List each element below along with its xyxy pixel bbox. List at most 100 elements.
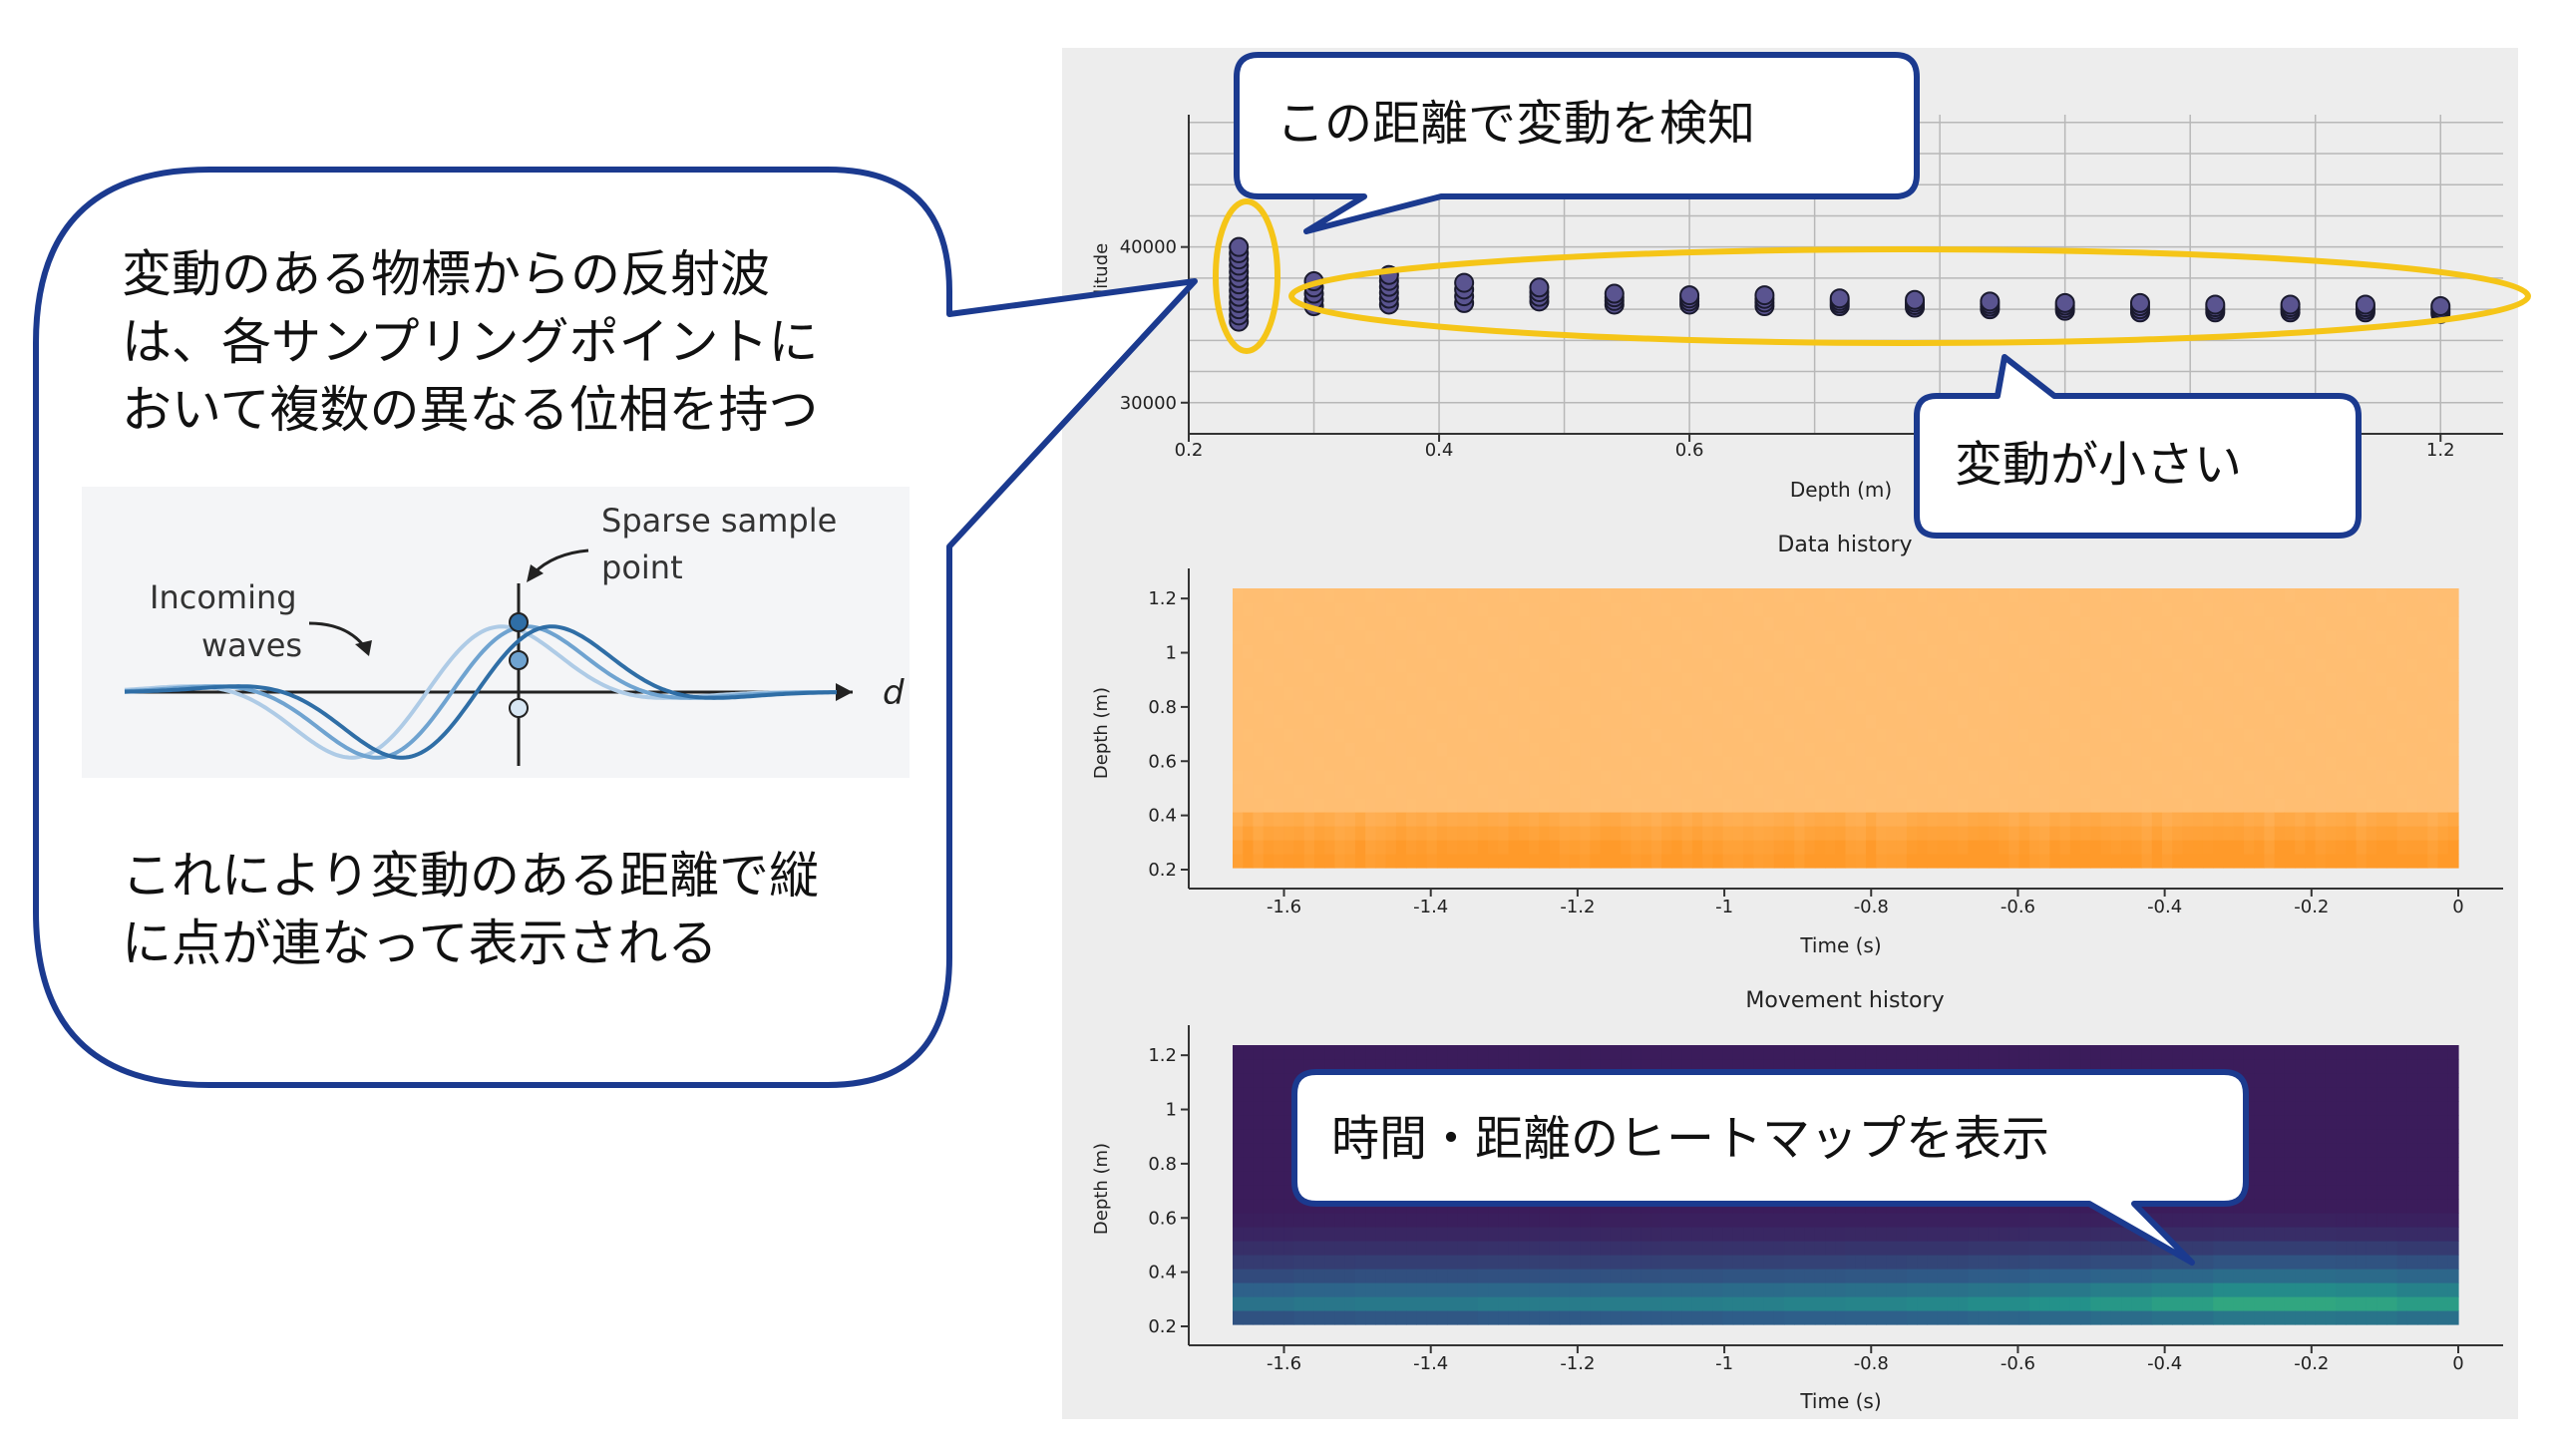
heatmap-cell [2346,1101,2358,1116]
heatmap-cell [1732,756,1744,771]
heatmap-cell [1385,630,1397,645]
heatmap-cell [2447,1171,2459,1186]
heatmap-cell [2161,1269,2173,1283]
heatmap-cell [1303,840,1315,855]
heatmap-cell [1650,658,1662,673]
heatmap-cell [1518,616,1530,631]
heatmap-cell [2100,798,2112,813]
heatmap-cell [2100,742,2112,757]
heatmap-cell [2254,1282,2266,1297]
heatmap-cell [1263,1059,1275,1074]
heatmap-cell [1375,1269,1387,1283]
heatmap-cell [2366,1157,2377,1172]
heatmap-cell [1498,1059,1510,1074]
heatmap-cell [1876,700,1888,715]
heatmap-cell [2182,854,2194,869]
heatmap-cell [1906,658,1918,673]
heatmap-cell [2080,826,2091,841]
heatmap-cell [1784,672,1795,687]
heatmap-cell [1681,1255,1693,1270]
heatmap-cell [1283,840,1295,855]
heatmap-cell [1906,644,1918,659]
heatmap-cell [1927,840,1939,855]
heatmap-cell [2090,1269,2102,1283]
heatmap-cell [1283,1101,1295,1116]
heatmap-cell [1375,616,1387,631]
heatmap-cell [2427,1185,2439,1200]
heatmap-cell [2376,1073,2387,1088]
heatmap-cell [2121,658,2132,673]
heatmap-cell [1508,630,1520,645]
heatmap-cell [2437,1059,2449,1074]
heatmap-cell [1436,1310,1448,1325]
heatmap-cell [2427,1087,2439,1102]
heatmap-cell [2437,1045,2449,1060]
heatmap-cell [2284,826,2296,841]
heatmap-cell [1845,728,1857,743]
heatmap-cell [1671,672,1683,687]
heatmap-cell [1712,672,1724,687]
heatmap-cell [1508,728,1520,743]
heatmap-cell [2080,854,2091,869]
heatmap-cell [1253,1255,1265,1270]
heatmap-cell [1732,770,1744,785]
heatmap-cell [2346,644,2358,659]
heatmap-cell [2182,798,2194,813]
heatmap-cell [2254,1241,2266,1256]
heatmap-cell [2437,812,2449,827]
heatmap-cell [1681,1059,1693,1074]
heatmap-cell [1313,854,1325,869]
heatmap-cell [1488,644,1499,659]
heatmap-cell [2131,1045,2143,1060]
heatmap-cell [2151,1310,2163,1325]
heatmap-cell [2182,644,2194,659]
heatmap-cell [1835,854,1847,869]
heatmap-cell [2233,1282,2245,1297]
heatmap-cell [1773,1310,1785,1325]
heatmap-cell [2069,1227,2081,1242]
heatmap-cell [2305,1045,2317,1060]
heatmap-cell [1273,1282,1284,1297]
heatmap-cell [2437,1241,2449,1256]
heatmap-cell [1263,854,1275,869]
heatmap-cell [2356,672,2368,687]
heatmap-cell [2284,1310,2296,1325]
heatmap-x-tick-label: 0 [2452,897,2463,917]
heatmap-cell [1773,588,1785,603]
heatmap-cell [1968,854,1980,869]
heatmap-cell [2366,826,2377,841]
heatmap-cell [1661,812,1672,827]
heatmap-cell [1937,812,1949,827]
heatmap-cell [2243,1115,2255,1130]
heatmap-cell [1650,602,1662,617]
heatmap-cell [2325,1045,2337,1060]
heatmap-cell [1978,770,1990,785]
heatmap-cell [1477,784,1489,799]
heatmap-cell [1426,686,1438,701]
heatmap-cell [1865,840,1877,855]
heatmap-cell [2028,756,2040,771]
heatmap-cell [1498,1045,1510,1060]
heatmap-cell [1447,644,1458,659]
heatmap-cell [1539,658,1551,673]
heatmap-cell [2161,686,2173,701]
heatmap-cell [1621,812,1633,827]
heatmap-cell [1702,742,1713,757]
heatmap-cell [1549,728,1561,743]
heatmap-cell [1784,728,1795,743]
heatmap-cell [1375,728,1387,743]
heatmap-cell [1906,602,1918,617]
heatmap-cell [2356,770,2368,785]
heatmap-cell [1447,686,1458,701]
heatmap-cell [2039,770,2050,785]
heatmap-cell [1426,1213,1438,1228]
heatmap-cell [1416,1241,1428,1256]
heatmap-cell [2264,770,2276,785]
heatmap-cell [2427,700,2439,715]
heatmap-cell [1712,1241,1724,1256]
heatmap-cell [1508,1241,1520,1256]
heatmap-cell [1243,1269,1255,1283]
heatmap-cell [1794,658,1806,673]
heatmap-cell [2254,1199,2266,1214]
heatmap-cell [2447,1087,2459,1102]
